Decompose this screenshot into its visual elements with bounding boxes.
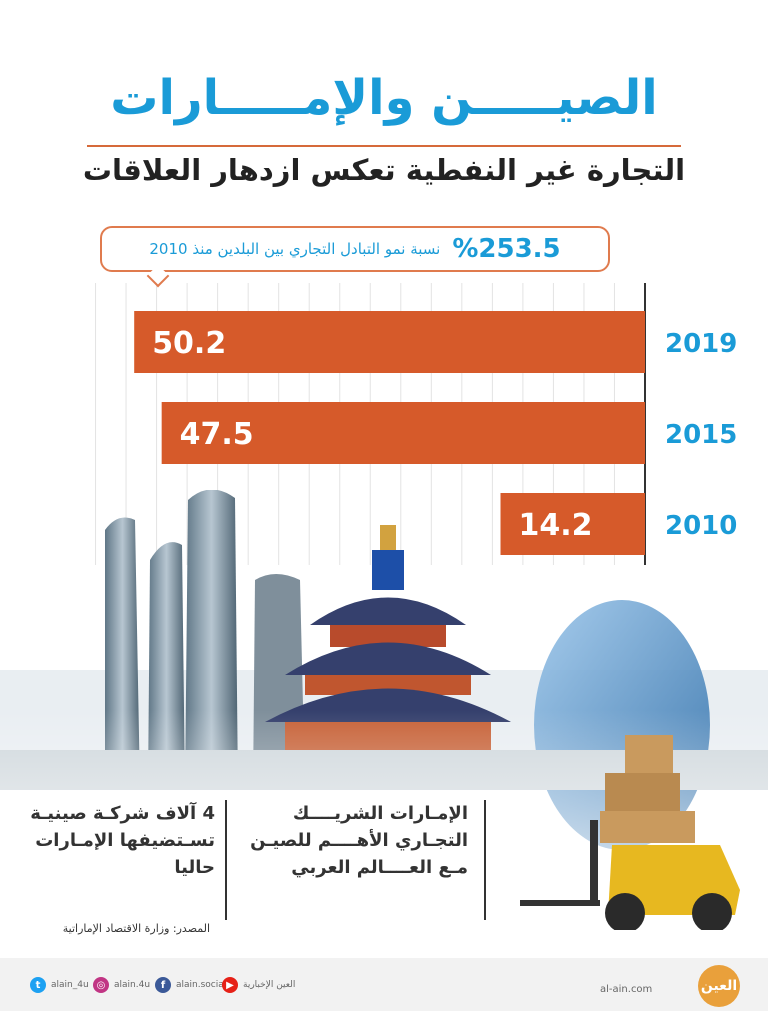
fact-uae-partner: الإمـارات الشريــــك التجـاري الأهــــم …	[250, 803, 468, 878]
youtube-handle: العين الإخبارية	[243, 980, 296, 990]
fact-chinese-companies: 4 آلاف شركـة صينيـة تسـتضيفها الإمـارات …	[30, 803, 215, 878]
footer-bar	[0, 958, 768, 1011]
fact-divider-left	[225, 800, 227, 920]
social-youtube[interactable]: ▶ العين الإخبارية	[222, 977, 295, 993]
page-subtitle: التجارة غير النفطية تعكس ازدهار العلاقات	[82, 153, 686, 187]
title-divider	[87, 145, 681, 147]
page-title: الصيـــــن والإمـــــارات	[110, 70, 658, 126]
growth-value: %253.5	[452, 234, 561, 264]
source-note: المصدر: وزارة الاقتصاد الإماراتية	[62, 922, 210, 935]
value-label-2019: 50.2	[152, 326, 226, 361]
year-label-2015: 2015	[665, 420, 737, 450]
social-instagram[interactable]: ◎ alain.4u	[93, 977, 150, 993]
brand-logo: العين	[698, 965, 740, 1007]
value-label-2010: 14.2	[519, 508, 593, 543]
value-label-2015: 47.5	[180, 417, 254, 452]
forklift	[520, 735, 740, 930]
growth-callout: %253.5 نسبة نمو التبادل التجاري بين البل…	[100, 226, 610, 272]
twitter-icon: t	[30, 977, 46, 993]
bar-2010	[500, 493, 645, 555]
bar-2015	[161, 402, 645, 464]
social-facebook[interactable]: f alain.social	[155, 977, 226, 993]
twitter-handle: alain_4u	[51, 980, 89, 990]
year-label-2010: 2010	[665, 511, 737, 541]
bar-2019	[134, 311, 645, 373]
youtube-icon: ▶	[222, 977, 238, 993]
facebook-handle: alain.social	[176, 980, 227, 990]
social-twitter[interactable]: t alain_4u	[30, 977, 89, 993]
instagram-handle: alain.4u	[114, 980, 151, 990]
facebook-icon: f	[155, 977, 171, 993]
illustration-skyline	[0, 490, 768, 930]
site-domain[interactable]: al-ain.com	[600, 984, 653, 995]
instagram-icon: ◎	[93, 977, 109, 993]
fact-divider-right	[484, 800, 486, 920]
bar-chart: 50.2 2019 47.5 2015 14.2 2010	[95, 283, 737, 565]
year-label-2019: 2019	[665, 329, 737, 359]
growth-text: نسبة نمو التبادل التجاري بين البلدين منذ…	[149, 240, 441, 258]
